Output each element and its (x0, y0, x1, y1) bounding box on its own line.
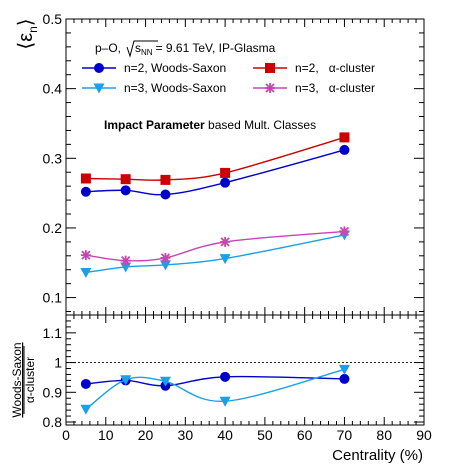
ratio-point (80, 404, 92, 415)
bottom-y-tick-label: 0.8 (43, 414, 63, 430)
ratio-point (80, 378, 91, 389)
legend-label: n=3, Woods-Saxon (124, 81, 226, 95)
top-y-tick-label: 0.2 (43, 220, 63, 236)
data-point (120, 174, 131, 185)
x-tick-label: 90 (416, 427, 432, 443)
data-point (160, 189, 171, 200)
energy-value: = 9.61 TeV, IP-Glasma (156, 41, 276, 55)
ratio-point (220, 371, 231, 382)
series-1 (80, 144, 350, 200)
legend: n=2, Woods-Saxon n=2, α-cluster n=3, Woods… (82, 61, 375, 95)
top-x-ticks (65, 19, 425, 315)
legend-marker (93, 83, 105, 94)
series-3 (80, 230, 350, 279)
data-point (219, 254, 231, 265)
annotation-system: p–O, (95, 41, 121, 55)
y-label-open: ⟨ε (15, 33, 37, 50)
legend-entry: n=3, α-cluster (253, 81, 375, 95)
bottom-x-ticks: 0 10 20 30 40 50 60 70 80 90 (62, 315, 432, 443)
ratio-series-2 (80, 364, 350, 415)
data-point (339, 226, 350, 237)
energy-sub: NN (141, 48, 153, 57)
series-curve (85, 136, 345, 181)
legend-marker (265, 63, 275, 73)
classes-rest: based Mult. Classes (205, 118, 316, 132)
data-point (159, 260, 171, 271)
energy-symbol: s (135, 41, 141, 55)
bottom-y-tick-label: 1.1 (43, 325, 63, 341)
x-tick-label: 0 (62, 427, 70, 443)
x-tick-label: 50 (257, 427, 273, 443)
data-point (80, 250, 91, 261)
data-point (220, 236, 231, 247)
ratio-point (339, 373, 350, 384)
legend-label: n=2, α-cluster (295, 61, 375, 75)
bottom-panel-frame (65, 314, 425, 426)
data-point (220, 177, 231, 188)
bottom-y-tick-label: 1 (54, 355, 62, 371)
x-tick-label: 30 (178, 427, 194, 443)
x-tick-label: 80 (376, 427, 392, 443)
legend-entry: n=2, α-cluster (253, 61, 375, 75)
annotation-classes: Impact Parameter based Mult. Classes (104, 118, 316, 132)
top-panel: 0.1 0.2 0.3 0.4 0.5 ⟨εn⟩ p–O, sNN = 9.61 TeV,… (15, 11, 425, 316)
bottom-series (80, 364, 350, 415)
data-point (80, 173, 91, 184)
top-y-ticks: 0.1 0.2 0.3 0.4 0.5 (43, 11, 424, 313)
data-point (80, 186, 91, 197)
y-label-sub: n (26, 26, 40, 33)
data-point (80, 268, 92, 279)
x-tick-label: 10 (98, 427, 114, 443)
ratio-curve (85, 368, 345, 410)
bottom-y-tick-label: 0.9 (43, 384, 63, 400)
top-y-tick-label: 0.5 (43, 11, 63, 27)
ratio-point (120, 375, 132, 386)
legend-label: n=3, α-cluster (295, 81, 375, 95)
data-point (160, 252, 171, 263)
data-point (160, 174, 171, 185)
data-point (339, 132, 350, 143)
series-curve (85, 230, 345, 262)
y-label-close: ⟩ (15, 18, 37, 26)
annotation-system-text: p–O, (95, 41, 121, 55)
x-tick-label: 40 (217, 427, 233, 443)
series-curve (85, 149, 345, 196)
data-point (120, 255, 131, 266)
series-curve (85, 234, 345, 274)
ratio-point (159, 376, 171, 387)
classes-bold: Impact Parameter (104, 118, 205, 132)
data-point (220, 167, 231, 178)
bottom-panel: 0.8 0.9 1 1.1 0 10 20 30 40 50 60 70 80 90 Woods-Sax… (10, 314, 432, 464)
ratio-point (219, 396, 231, 407)
data-point (120, 262, 132, 273)
top-y-tick-label: 0.1 (43, 290, 63, 306)
top-y-axis-label: ⟨εn⟩ (15, 18, 40, 49)
x-axis-label: Centrality (%) (332, 447, 423, 464)
x-tick-label: 20 (138, 427, 154, 443)
sqrt-sign (126, 40, 158, 58)
top-series (80, 132, 350, 279)
top-y-tick-label: 0.4 (43, 81, 63, 97)
legend-marker (265, 83, 275, 93)
series-4 (80, 226, 350, 266)
ratio-label-top: Woods-Saxon (10, 342, 24, 417)
top-y-tick-label: 0.3 (43, 150, 63, 166)
ratio-point (338, 364, 350, 375)
ratio-label-bottom: α-cluster (23, 357, 37, 403)
legend-entry: n=2, Woods-Saxon (82, 61, 226, 75)
data-point (120, 185, 131, 196)
legend-entry: n=3, Woods-Saxon (82, 81, 226, 95)
annotation-energy: sNN = 9.61 TeV, IP-Glasma (135, 41, 276, 57)
legend-marker (94, 63, 104, 73)
legend-label: n=2, Woods-Saxon (124, 61, 226, 75)
bottom-y-ticks: 0.8 0.9 1 1.1 (43, 320, 424, 430)
x-tick-label: 60 (297, 427, 313, 443)
x-tick-label: 70 (337, 427, 353, 443)
series-2 (80, 132, 350, 185)
data-point (339, 144, 350, 155)
